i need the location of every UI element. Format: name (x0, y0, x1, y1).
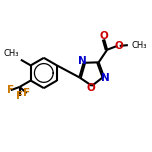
Text: F: F (7, 85, 14, 95)
Text: N: N (78, 56, 87, 66)
Text: F: F (23, 88, 30, 98)
Text: O: O (86, 83, 95, 93)
Text: N: N (101, 73, 109, 83)
Text: O: O (114, 41, 123, 51)
Text: CH₃: CH₃ (4, 49, 19, 58)
Text: CH₃: CH₃ (132, 41, 147, 50)
Text: F: F (16, 91, 23, 101)
Text: O: O (100, 31, 109, 41)
